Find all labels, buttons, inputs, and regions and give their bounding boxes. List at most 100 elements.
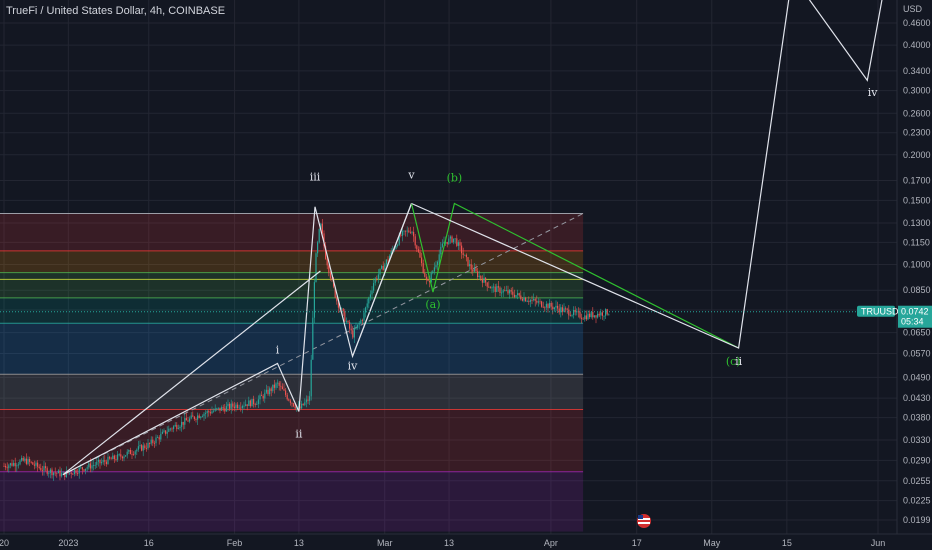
candle-body [86,467,88,469]
candle-body [131,454,133,455]
wave-line [410,202,739,349]
candle-body [118,454,120,456]
candle-body [441,243,443,247]
candle-body [446,241,448,245]
candle-body [411,231,413,233]
candle-body [147,443,149,449]
candle-body [64,472,66,478]
candle-body [117,454,119,460]
candle-body [422,263,424,273]
candle-body [398,235,400,245]
currency-label: USD [903,4,923,14]
candle-body [477,271,479,278]
candle-body [353,328,355,338]
candle-body [325,246,327,259]
candle-body [99,459,101,464]
candle-body [342,308,344,312]
candle-body [451,236,453,243]
y-tick-label: 0.2600 [903,108,931,118]
candle-body [112,455,114,460]
y-tick-label: 0.2300 [903,128,931,138]
candle-body [501,292,503,294]
candle-body [585,315,587,320]
wave-lines[interactable] [62,0,883,476]
candle-body [6,467,8,469]
candle-body [584,315,586,320]
candle-body [425,276,427,279]
candle-body [113,455,115,460]
candle-body [537,301,539,303]
candle-body [182,421,184,425]
candle-body [472,269,474,272]
candle-body [53,472,55,476]
candle-body [457,242,459,246]
candle-body [557,305,559,309]
candle-body [30,461,32,463]
candle-body [94,464,96,466]
candle-body [192,415,194,417]
wave-label: i [276,343,280,356]
candle-body [515,295,517,297]
candle-body [313,282,315,318]
candle-body [507,290,509,294]
x-tick-label: 20 [0,538,9,548]
candle-body [355,327,357,329]
candle-body [264,392,266,399]
candle-body [352,330,354,338]
candle-body [257,399,259,405]
candle-body [337,301,339,308]
candle-body [443,242,445,244]
candle-body [54,472,56,474]
candle-body [469,264,471,266]
candle-body [144,445,146,449]
candle-body [421,257,423,264]
candle-body [462,253,464,255]
fib-zones [0,213,584,532]
candle-body [69,472,71,474]
candle-body [485,277,487,283]
candle-body [205,413,207,414]
wave-label: v [407,169,415,182]
candle-body [493,286,495,288]
candle-body [77,473,79,475]
price-axis[interactable] [897,0,932,534]
x-tick-label: 13 [294,538,304,548]
candle-body [238,407,240,409]
us-flag-event-icon[interactable] [637,514,651,528]
candle-body [59,470,61,477]
candle-body [365,307,367,313]
candle-body [243,405,245,407]
candle-body [385,259,387,265]
candle-body [304,402,306,406]
candle-body [253,398,255,405]
candle-body [334,286,336,298]
candle-body [360,320,362,323]
candle-body [387,259,389,261]
candle-body [374,278,376,284]
candle-body [513,294,515,297]
candle-body [478,275,480,278]
candle-body [517,293,519,296]
y-tick-label: 0.3000 [903,86,931,96]
y-tick-label: 0.1150 [903,237,930,247]
candle-body [184,418,186,425]
candle-body [601,312,603,316]
candles[interactable] [3,219,610,481]
candle-body [285,390,287,395]
candle-body [541,301,543,307]
fib-zone [0,272,584,280]
candle-body [459,242,461,246]
candle-body [136,449,138,452]
candle-body [549,302,551,309]
candle-body [454,238,456,240]
y-tick-label: 0.0330 [903,435,931,445]
wave-label: ii [295,428,303,441]
y-tick-label: 0.0225 [903,496,931,506]
candle-body [233,406,235,408]
chart-title: TrueFi / United States Dollar, 4h, COINB… [6,5,226,17]
candle-body [550,302,552,307]
candle-body [141,445,143,451]
candle-body [24,458,26,461]
